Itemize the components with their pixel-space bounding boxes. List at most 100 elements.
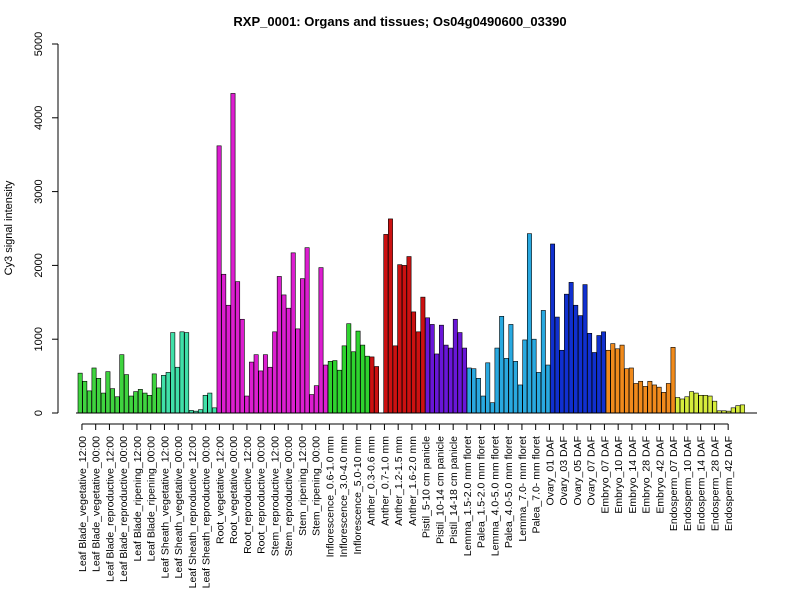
bar — [128, 395, 134, 414]
bar — [91, 367, 97, 414]
bar — [517, 384, 523, 414]
x-tick-label: Endosperm_28 DAF — [709, 436, 721, 531]
bar — [568, 282, 574, 414]
bar — [703, 394, 708, 414]
x-tick-label: Inflorescence_0.6-1.0 mm — [324, 436, 336, 558]
x-tick-label: Palea_1.5-2.0 mm floret — [476, 436, 488, 548]
x-tick-label: Palea_4.0-5.0 mm floret — [503, 436, 515, 548]
bar — [309, 394, 315, 414]
bar — [554, 316, 560, 414]
bar — [374, 366, 380, 414]
x-tick-label: Anther_1.2-1.5 mm — [393, 436, 405, 526]
bar — [239, 318, 245, 414]
bar — [337, 369, 342, 414]
bar — [698, 394, 704, 414]
bar — [559, 349, 565, 414]
bar — [661, 392, 667, 414]
bar — [476, 378, 481, 414]
x-tick-label: Leaf Sheath_reproductive_00:00 — [201, 436, 213, 589]
bar — [272, 331, 278, 414]
bar — [471, 368, 477, 414]
bar — [184, 332, 190, 414]
x-tick-label: Ovary_01 DAF — [544, 436, 556, 505]
bar — [707, 395, 713, 414]
x-tick-label: Lemma_4.0-5.0 mm floret — [489, 436, 501, 556]
x-tick-label: Leaf Sheath_reproductive_12:00 — [187, 436, 199, 589]
bar — [244, 395, 250, 414]
bar — [652, 384, 657, 414]
bar — [230, 93, 236, 414]
y-tick-label: 4000 — [33, 106, 45, 130]
bar — [638, 380, 644, 414]
bar — [513, 361, 518, 414]
bar — [295, 328, 301, 414]
x-tick-label: Anther_1.6-2.0 mm — [407, 436, 419, 526]
bar — [675, 397, 681, 414]
bar — [605, 349, 611, 414]
bar — [281, 294, 287, 414]
bar — [457, 332, 463, 414]
bar — [388, 218, 393, 414]
bar — [665, 383, 671, 414]
bar — [397, 264, 403, 414]
bar — [262, 354, 268, 414]
bar — [564, 293, 569, 414]
bar — [619, 344, 625, 414]
bar — [318, 267, 324, 414]
bar — [610, 343, 616, 414]
bar — [202, 394, 208, 414]
x-tick-label: Stem_ripening_00:00 — [311, 436, 323, 536]
bar — [411, 311, 417, 414]
bar — [448, 347, 454, 414]
bar — [522, 339, 528, 414]
bar — [327, 361, 333, 414]
bar — [119, 354, 125, 414]
bar — [300, 278, 305, 414]
x-tick-label: Pistil_10-14 cm panicle — [434, 436, 446, 544]
bar — [392, 345, 398, 414]
bar — [508, 324, 514, 414]
chart-title: RXP_0001: Organs and tissues; Os04g04906… — [233, 14, 566, 29]
bar — [429, 324, 435, 414]
y-tick-label: 5000 — [33, 32, 45, 56]
x-tick-label: Anther_0.7-1.0 mm — [379, 436, 391, 526]
bar — [480, 395, 486, 414]
bar — [323, 364, 329, 414]
bar — [485, 362, 491, 414]
x-tick-label: Endosperm_07 DAF — [668, 436, 680, 531]
bar — [401, 265, 407, 414]
bar — [124, 374, 129, 414]
bar — [587, 332, 593, 414]
bar — [221, 273, 227, 414]
bar — [258, 370, 264, 414]
bar — [77, 372, 83, 414]
x-tick-label: Stem_ripening_12:00 — [297, 436, 309, 536]
bar — [137, 389, 143, 414]
bar — [601, 331, 606, 414]
bar — [628, 367, 634, 414]
bar — [360, 344, 366, 414]
x-tick-label: Leaf Blade_reproductive_00:00 — [118, 436, 130, 582]
x-tick-label: Pistil_14-18 cm panicle — [448, 436, 460, 544]
bar — [526, 233, 532, 414]
bar — [735, 405, 741, 414]
bar — [503, 358, 509, 414]
bar — [679, 398, 685, 414]
bar — [596, 335, 602, 414]
x-tick-label: Embryo_42 DAF — [654, 436, 666, 514]
bar — [133, 391, 139, 414]
bar — [364, 355, 370, 414]
bar — [536, 372, 542, 414]
bar — [212, 407, 217, 414]
x-tick-label: Leaf Blade_reproductive_12:00 — [104, 436, 116, 582]
x-tick-label: Embryo_28 DAF — [641, 436, 653, 514]
x-tick-label: Root_reproductive_00:00 — [256, 436, 268, 554]
y-axis: 0 1000 2000 3000 4000 5000 — [33, 32, 59, 416]
bar — [286, 307, 292, 414]
y-tick-label: 0 — [33, 410, 45, 416]
x-tick-label: Endosperm_42 DAF — [723, 436, 735, 531]
bar — [161, 375, 166, 414]
category-labels: Leaf Blade_vegetative_12:00 Leaf Blade_ve… — [77, 436, 735, 589]
x-tick-label: Ovary_07 DAF — [586, 436, 598, 505]
x-tick-label: Anther_0.3-0.6 mm — [366, 436, 378, 526]
